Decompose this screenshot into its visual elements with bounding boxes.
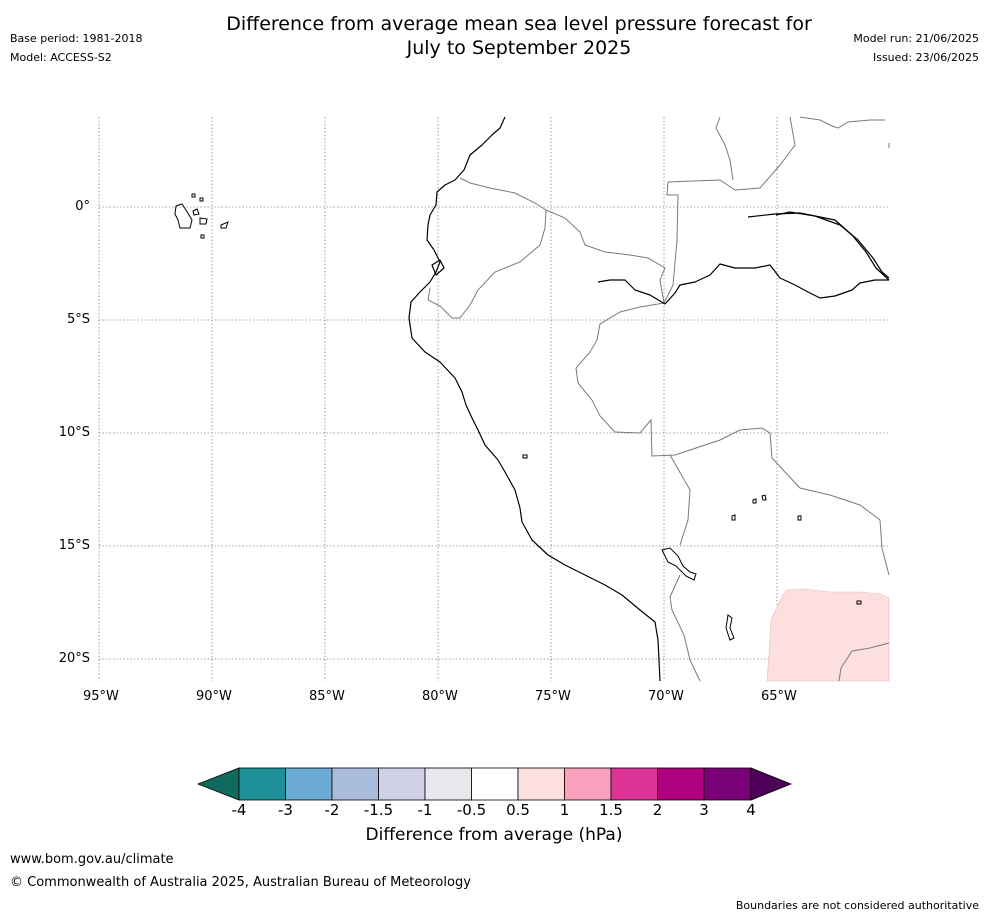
map-gridlines bbox=[98, 117, 889, 681]
lat-label-10s: 10°S bbox=[58, 425, 90, 440]
lat-label-0: 0° bbox=[75, 199, 90, 214]
colorbar-swatch bbox=[331, 767, 379, 801]
lon-label-80w: 80°W bbox=[422, 689, 458, 704]
lon-label-90w: 90°W bbox=[196, 689, 232, 704]
country-borders bbox=[427, 116, 890, 682]
lon-label-95w: 95°W bbox=[83, 689, 119, 704]
lat-label-5s: 5°S bbox=[66, 312, 90, 327]
colorbar-tick: 2 bbox=[652, 801, 663, 819]
lat-label-20s: 20°S bbox=[58, 651, 90, 666]
footer-disclaimer: Boundaries are not considered authoritat… bbox=[735, 899, 979, 912]
colorbar-tick: -1.5 bbox=[363, 801, 394, 819]
title-line-1: Difference from average mean sea level p… bbox=[226, 13, 812, 35]
colorbar-swatch bbox=[424, 767, 472, 801]
colorbar-tick: 4 bbox=[746, 801, 756, 819]
anomaly-region-0-5-to-1 bbox=[766, 588, 890, 682]
colorbar-tick: 0.5 bbox=[506, 801, 530, 819]
galapagos-islands bbox=[174, 193, 862, 605]
lon-label-85w: 85°W bbox=[309, 689, 345, 704]
colorbar-swatch bbox=[238, 767, 286, 801]
lon-label-75w: 75°W bbox=[535, 689, 571, 704]
colorbar-tick: 3 bbox=[699, 801, 709, 819]
model-name: Model: ACCESS-S2 bbox=[10, 51, 112, 64]
colorbar-swatch bbox=[471, 767, 519, 801]
lon-label-70w: 70°W bbox=[648, 689, 684, 704]
colorbar-extend-high bbox=[750, 767, 793, 801]
colorbar-swatch bbox=[564, 767, 612, 801]
footer-copyright: © Commonwealth of Australia 2025, Austra… bbox=[10, 875, 471, 890]
colorbar-tick: 1 bbox=[559, 801, 570, 819]
title-line-2: July to September 2025 bbox=[406, 37, 632, 59]
colorbar-swatch bbox=[657, 767, 705, 801]
colorbar-swatch bbox=[517, 767, 565, 801]
colorbar-tick: -1 bbox=[417, 801, 433, 819]
colorbar-swatch bbox=[285, 767, 333, 801]
footer-url: www.bom.gov.au/climate bbox=[10, 852, 174, 867]
colorbar-label: Difference from average (hPa) bbox=[365, 825, 623, 845]
base-period: Base period: 1981-2018 bbox=[10, 32, 143, 45]
coastlines bbox=[408, 116, 890, 682]
lon-label-65w: 65°W bbox=[761, 689, 797, 704]
colorbar bbox=[196, 767, 793, 801]
colorbar-swatch bbox=[378, 767, 426, 801]
colorbar-tick: 1.5 bbox=[599, 801, 623, 819]
lat-label-15s: 15°S bbox=[58, 538, 90, 553]
issued-date: Issued: 23/06/2025 bbox=[872, 51, 979, 64]
colorbar-extend-low bbox=[196, 767, 240, 801]
colorbar-tick: -2 bbox=[324, 801, 340, 819]
colorbar-swatch bbox=[610, 767, 658, 801]
lakes bbox=[661, 547, 735, 641]
colorbar-tick: -0.5 bbox=[456, 801, 487, 819]
colorbar-swatch bbox=[703, 767, 752, 801]
colorbar-tick: -4 bbox=[231, 801, 247, 819]
model-run: Model run: 21/06/2025 bbox=[853, 32, 979, 45]
colorbar-tick: -3 bbox=[278, 801, 293, 819]
